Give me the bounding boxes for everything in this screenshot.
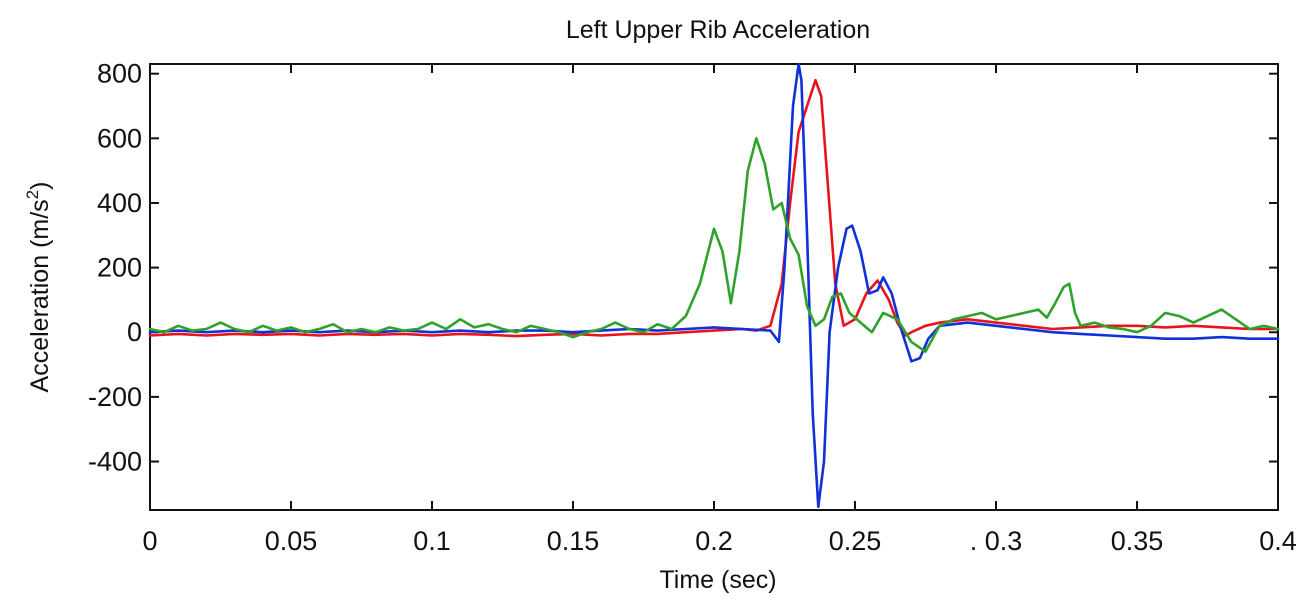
x-tick-label: 0 — [142, 526, 157, 556]
y-axis-title-close: ) — [26, 182, 54, 190]
x-tick-label: 0.4 — [1259, 526, 1297, 556]
x-tick-label: 0.05 — [265, 526, 318, 556]
y-axis: 800 600 400 200 0 -200 -400 — [88, 59, 1278, 477]
x-tick-label: 0.2 — [695, 526, 733, 556]
y-tick-label: 600 — [97, 123, 142, 153]
y-tick-label: 0 — [127, 317, 142, 347]
y-axis-title: Acceleration (m/s2) — [23, 182, 54, 393]
x-tick-label: . 0.3 — [970, 526, 1023, 556]
x-tick-label: 0.1 — [413, 526, 451, 556]
x-tick-label: 0.35 — [1111, 526, 1164, 556]
x-axis-title: Time (sec) — [659, 566, 776, 594]
plot-area-frame — [149, 63, 1279, 511]
series-line-2 — [148, 62, 1280, 509]
series-line-3 — [148, 137, 1280, 353]
x-tick-label: 0.15 — [547, 526, 600, 556]
chart-title: Left Upper Rib Acceleration — [566, 16, 870, 44]
y-tick-label: 800 — [97, 59, 142, 89]
y-tick-label: 400 — [97, 188, 142, 218]
series-line-1 — [148, 78, 1280, 338]
y-tick-label: -200 — [88, 382, 142, 412]
series-group — [148, 62, 1280, 509]
x-axis: 0 0.05 0.1 0.15 0.2 0.25 . 0.3 0.35 0.4 — [142, 64, 1297, 556]
y-tick-label: 200 — [97, 253, 142, 283]
x-tick-label: 0.25 — [829, 526, 882, 556]
svg-text:Acceleration (m/s2): Acceleration (m/s2) — [23, 182, 54, 393]
y-tick-label: -400 — [88, 447, 142, 477]
y-axis-title-text: Acceleration (m/s — [26, 199, 54, 392]
y-axis-title-superscript: 2 — [23, 190, 42, 199]
